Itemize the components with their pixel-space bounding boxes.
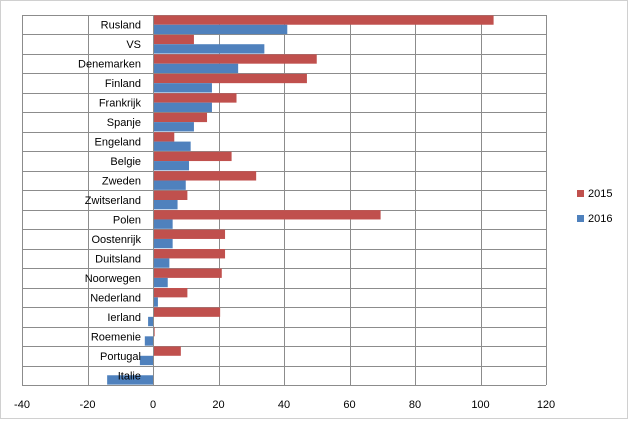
category-label: Ierland bbox=[107, 312, 141, 324]
bar-2016-zweden bbox=[153, 180, 186, 190]
legend-label-2015: 2015 bbox=[588, 188, 612, 200]
category-label: Nederland bbox=[90, 292, 141, 304]
bar-2016-polen bbox=[153, 219, 173, 229]
bar-2016-engeland bbox=[153, 141, 191, 151]
bar-2016-frankrijk bbox=[153, 102, 212, 112]
legend-swatch-2016 bbox=[577, 215, 584, 222]
bar-2016-vs bbox=[153, 44, 265, 54]
bar-2016-spanje bbox=[153, 122, 194, 132]
x-tick-label: 20 bbox=[212, 399, 224, 411]
bar-2016-noorwegen bbox=[153, 277, 168, 288]
legend: 2015 2016 bbox=[577, 188, 612, 225]
category-label: Frankrijk bbox=[99, 98, 142, 110]
bar-2015-ierland bbox=[153, 307, 221, 317]
bar-2015-engeland bbox=[153, 132, 175, 142]
category-label: Belgie bbox=[110, 156, 141, 168]
category-label: Spanje bbox=[107, 117, 141, 129]
category-label: Polen bbox=[113, 214, 141, 226]
x-tick-label: -40 bbox=[14, 399, 30, 411]
bar-2016-finland bbox=[153, 83, 212, 93]
bar-2015-nederland bbox=[153, 288, 188, 298]
category-label: Noorwegen bbox=[85, 273, 141, 285]
category-label: Duitsland bbox=[95, 253, 141, 265]
legend-swatch-2015 bbox=[577, 190, 584, 197]
bar-2016-zwitserland bbox=[153, 200, 178, 210]
legend-label-2016: 2016 bbox=[588, 213, 612, 225]
x-tick-labels: -40 -20 0 20 40 60 80 100 120 bbox=[14, 399, 555, 411]
bar-2015-belgie bbox=[153, 151, 232, 162]
x-tick-label: 60 bbox=[343, 399, 355, 411]
category-label: Roemenie bbox=[91, 331, 141, 343]
bar-2015-zweden bbox=[153, 171, 257, 181]
bar-2015-rusland bbox=[153, 15, 494, 25]
x-tick-label: 40 bbox=[278, 399, 290, 411]
category-label: VS bbox=[126, 39, 141, 51]
grid-lines bbox=[22, 15, 547, 386]
bar-2016-denemarken bbox=[153, 63, 239, 74]
x-tick-label: -20 bbox=[80, 399, 96, 411]
category-label: Engeland bbox=[95, 137, 142, 149]
category-label: Zweden bbox=[102, 176, 141, 188]
bar-2016-nederland bbox=[153, 297, 158, 307]
bar-2015-zwitserland bbox=[153, 190, 188, 200]
bar-2015-oostenrijk bbox=[153, 229, 226, 239]
bar-2016-belgie bbox=[153, 161, 190, 171]
bar-2016-portugal bbox=[139, 355, 153, 366]
category-label: Italie bbox=[118, 370, 141, 382]
bar-2016-italie bbox=[107, 375, 153, 385]
bar-2015-finland bbox=[153, 73, 307, 84]
bar-2015-duitsland bbox=[153, 249, 226, 259]
bar-2015-spanje bbox=[153, 112, 208, 123]
axes bbox=[149, 15, 154, 386]
bar-2016-roemenie bbox=[144, 336, 153, 346]
bar-2016-rusland bbox=[153, 24, 288, 35]
x-tick-label: 120 bbox=[537, 399, 555, 411]
category-label: Denemarken bbox=[78, 59, 141, 71]
bar-2015-vs bbox=[153, 34, 194, 45]
x-tick-label: 100 bbox=[471, 399, 489, 411]
category-labels: Rusland VS Denemarken Finland Frankrijk Spanj… bbox=[78, 20, 141, 383]
category-label: Finland bbox=[105, 78, 141, 90]
category-label: Portugal bbox=[100, 351, 141, 363]
category-label: Rusland bbox=[101, 20, 141, 32]
x-tick-label: 80 bbox=[409, 399, 421, 411]
bar-2015-noorwegen bbox=[153, 268, 222, 278]
bars bbox=[107, 15, 494, 385]
bar-2015-denemarken bbox=[153, 54, 317, 64]
bar-2015-frankrijk bbox=[153, 93, 237, 103]
bar-2016-ierland bbox=[148, 316, 153, 327]
bar-2015-polen bbox=[153, 210, 381, 220]
bar-2016-duitsland bbox=[153, 258, 170, 268]
category-label: Oostenrijk bbox=[91, 234, 141, 246]
category-label: Zwitserland bbox=[85, 195, 141, 207]
bar-2016-oostenrijk bbox=[153, 238, 173, 249]
x-tick-label: 0 bbox=[150, 399, 156, 411]
bar-2015-portugal bbox=[153, 346, 181, 356]
